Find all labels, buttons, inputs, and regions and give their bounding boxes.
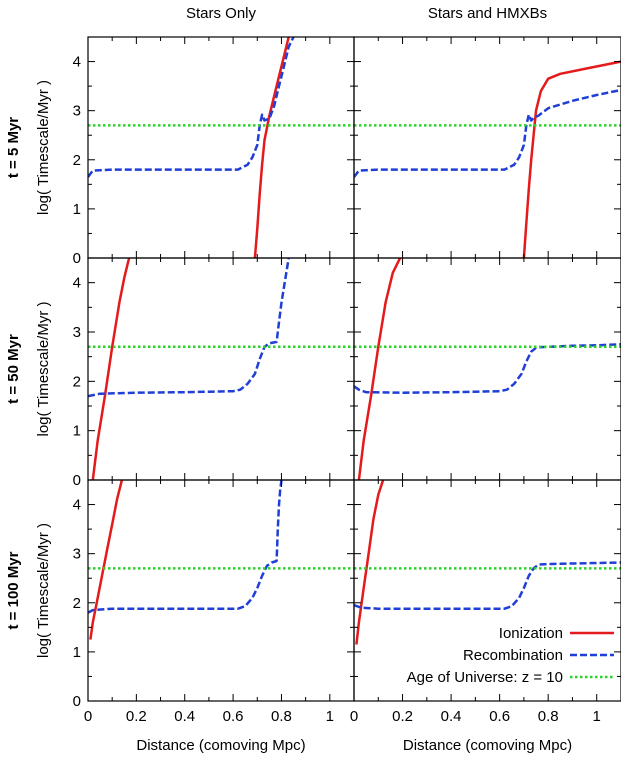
x-tick-label: 0.2 <box>126 708 147 725</box>
x-axis-title: Distance (comoving Mpc) <box>136 737 305 754</box>
panel-2-0 <box>87 479 355 702</box>
legend: Ionization Recombination Age of Universe: … <box>407 625 614 686</box>
panel-frame <box>353 257 621 481</box>
ticks <box>353 479 621 702</box>
ticks <box>87 257 355 481</box>
series-line-recombination <box>354 343 621 394</box>
series-line-ionization <box>355 480 385 645</box>
series-line-recombination <box>354 561 621 610</box>
column-title: Stars and HMXBs <box>428 5 547 22</box>
row-label: t = 5 Myr <box>5 117 22 178</box>
y-tick-label: 3 <box>73 546 81 563</box>
panel-frame <box>87 479 355 702</box>
y-tick-label: 1 <box>73 201 81 218</box>
series-line-ionization <box>522 60 621 258</box>
x-tick-label: 0.6 <box>223 708 244 725</box>
series-line-recombination <box>88 480 283 614</box>
x-tick-label: 0.4 <box>174 708 195 725</box>
series-line-ionization <box>357 258 402 480</box>
legend-label: Age of Universe: z = 10 <box>407 669 563 686</box>
panel-1-0 <box>87 257 355 481</box>
series-line-recombination <box>354 88 621 178</box>
panel-frame <box>87 257 355 481</box>
x-tick-label: 0.4 <box>441 708 462 725</box>
y-tick-label: 4 <box>73 54 81 71</box>
ticks <box>87 479 355 702</box>
x-tick-label: 1 <box>593 708 601 725</box>
x-tick-label: 0.6 <box>489 708 510 725</box>
panel-0-1 <box>353 36 621 259</box>
panel-frame <box>87 36 355 259</box>
y-tick-label: 4 <box>73 275 81 292</box>
y-axis-title: log( Timescale/Myr ) <box>35 80 52 215</box>
y-tick-label: 4 <box>73 497 81 514</box>
panel-frame <box>353 479 621 702</box>
y-tick-label: 2 <box>73 595 81 612</box>
x-tick-label: 0 <box>350 708 358 725</box>
panel-2-1 <box>353 479 621 702</box>
y-axis-title: log( Timescale/Myr ) <box>35 523 52 658</box>
ticks <box>87 36 355 259</box>
legend-label: Ionization <box>499 625 563 642</box>
x-tick-label: 0.8 <box>538 708 559 725</box>
y-tick-label: 1 <box>73 423 81 440</box>
y-axis-title: log( Timescale/Myr ) <box>35 301 52 436</box>
y-tick-label: 1 <box>73 644 81 661</box>
x-tick-label: 0 <box>84 708 92 725</box>
y-tick-label: 2 <box>73 373 81 390</box>
y-tick-label: 0 <box>73 693 81 710</box>
series-line-ionization <box>253 37 290 258</box>
panel-1-1 <box>353 257 621 481</box>
column-title: Stars Only <box>186 5 257 22</box>
x-tick-label: 0.2 <box>392 708 413 725</box>
series-line-ionization <box>89 480 124 640</box>
row-label: t = 100 Myr <box>5 551 22 629</box>
y-tick-label: 0 <box>73 250 81 267</box>
y-tick-label: 3 <box>73 324 81 341</box>
x-axis-title: Distance (comoving Mpc) <box>403 737 572 754</box>
panel-0-0 <box>87 36 355 259</box>
ticks <box>353 257 621 481</box>
y-tick-label: 2 <box>73 152 81 169</box>
y-tick-label: 3 <box>73 103 81 120</box>
x-tick-label: 0.8 <box>271 708 292 725</box>
row-label: t = 50 Myr <box>5 334 22 404</box>
x-tick-label: 1 <box>326 708 334 725</box>
legend-label: Recombination <box>463 647 563 664</box>
series-line-ionization <box>91 258 131 480</box>
series-line-recombination <box>88 258 290 398</box>
y-tick-label: 0 <box>73 472 81 489</box>
